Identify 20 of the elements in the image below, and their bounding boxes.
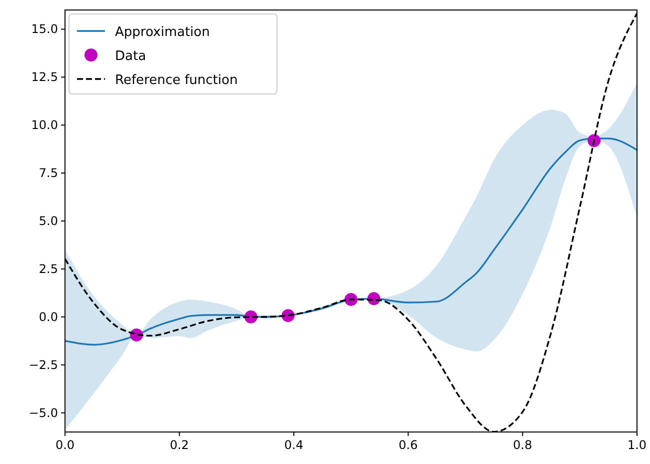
y-tick-label: 0.0 xyxy=(38,310,58,324)
legend-label: Data xyxy=(115,49,146,64)
y-tick-label: −2.5 xyxy=(28,358,58,372)
x-tick-label: 0.0 xyxy=(55,438,75,452)
x-tick-label: 1.0 xyxy=(627,438,647,452)
y-tick-label: 7.5 xyxy=(38,166,58,180)
x-tick-label: 0.4 xyxy=(284,438,304,452)
y-tick-label: 10.0 xyxy=(31,118,58,132)
x-tick-label: 0.2 xyxy=(170,438,189,452)
point xyxy=(588,134,601,148)
legend-label: Reference function xyxy=(115,73,238,88)
y-tick-label: −5.0 xyxy=(28,406,58,420)
legend-label: Approximation xyxy=(115,25,210,40)
line-series xyxy=(65,12,637,432)
y-tick-label: 12.5 xyxy=(31,70,58,84)
y-tick-label: 5.0 xyxy=(38,214,58,228)
x-tick-label: 0.6 xyxy=(398,438,418,452)
y-tick-label: 15.0 xyxy=(31,22,58,36)
y-tick-label: 2.5 xyxy=(38,262,58,276)
x-tick-label: 0.8 xyxy=(513,438,532,452)
